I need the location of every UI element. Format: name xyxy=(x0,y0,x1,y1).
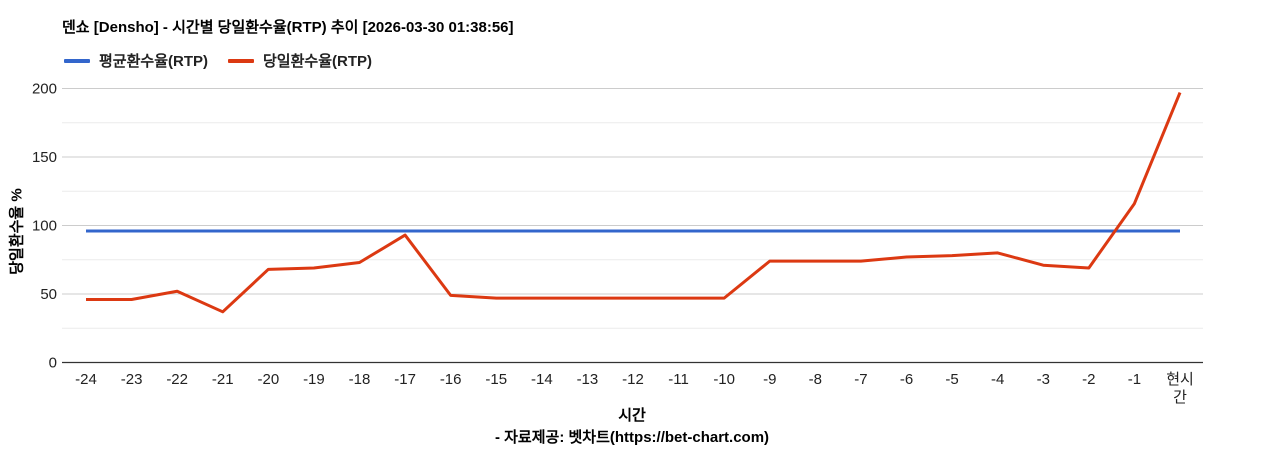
x-tick-label: -8 xyxy=(809,371,822,388)
legend-item-average-rtp: 평균환수율(RTP) xyxy=(64,50,208,71)
x-axis-title: 시간 xyxy=(618,407,646,424)
legend-label-daily: 당일환수율(RTP) xyxy=(263,53,372,70)
x-tick-label: -1 xyxy=(1128,371,1141,388)
y-tick-label: 0 xyxy=(49,355,57,372)
x-tick-label: -13 xyxy=(577,371,599,388)
x-tick-label: -4 xyxy=(991,371,1004,388)
legend-label-average: 평균환수율(RTP) xyxy=(99,53,208,70)
y-tick-label: 150 xyxy=(32,149,57,166)
x-tick-label: -15 xyxy=(485,371,507,388)
page-title: 덴쇼 [Densho] - 시간별 당일환수율(RTP) 추이 [2026-03… xyxy=(62,19,514,36)
x-tick-label: -24 xyxy=(75,371,97,388)
y-tick-label: 100 xyxy=(32,218,57,235)
x-tick-label: -18 xyxy=(349,371,371,388)
x-tick-label: -11 xyxy=(668,371,689,388)
x-tick-label: -2 xyxy=(1082,371,1095,388)
x-tick-label: 현시 간 xyxy=(1166,371,1194,406)
y-tick-label: 50 xyxy=(40,286,57,303)
x-tick-label: -7 xyxy=(854,371,867,388)
x-tick-label: -23 xyxy=(121,371,143,388)
series-line-daily-rtp xyxy=(86,92,1182,314)
x-tick-label: -9 xyxy=(763,371,776,388)
x-tick-label: -10 xyxy=(713,371,735,388)
y-axis-title: 당일환수율 % xyxy=(8,188,26,275)
x-tick-label: -3 xyxy=(1037,371,1050,388)
x-tick-label: -14 xyxy=(531,371,553,388)
legend-item-daily-rtp: 당일환수율(RTP) xyxy=(228,50,372,71)
legend: 평균환수율(RTP) 당일환수율(RTP) xyxy=(64,50,372,71)
x-tick-label: -6 xyxy=(900,371,913,388)
x-tick-label: -16 xyxy=(440,371,462,388)
x-tick-label: -12 xyxy=(622,371,644,388)
legend-swatch-average-icon xyxy=(64,58,90,63)
x-tick-label: -19 xyxy=(303,371,325,388)
x-tick-label: -22 xyxy=(166,371,188,388)
x-tick-label: -21 xyxy=(212,371,234,388)
footer-source: - 자료제공: 벳차트(https://bet-chart.com) xyxy=(494,429,770,446)
x-tick-label: -17 xyxy=(394,371,416,388)
x-tick-label: -20 xyxy=(257,371,279,388)
x-tick-label: -5 xyxy=(945,371,958,388)
legend-swatch-daily-icon xyxy=(228,58,254,63)
y-tick-label: 200 xyxy=(32,81,57,98)
